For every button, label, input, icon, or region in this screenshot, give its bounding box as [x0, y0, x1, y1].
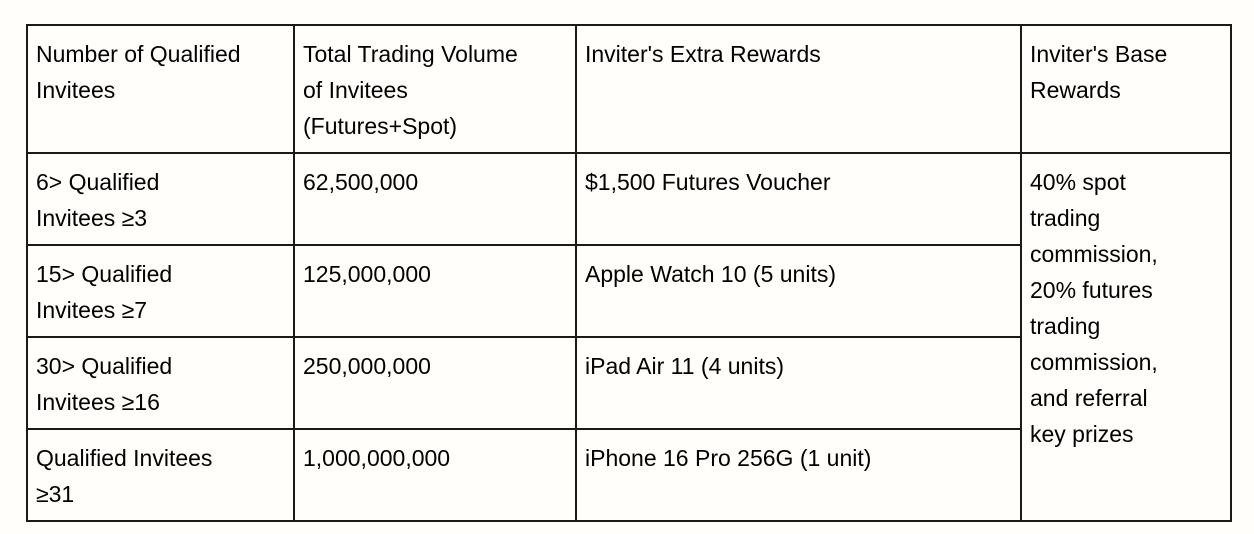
invitee-tier-cell: 6> Qualified Invitees ≥3 — [26, 152, 295, 246]
col-header-extra-rewards: Inviter's Extra Rewards — [575, 24, 1022, 154]
col-header-qualified-invitees: Number of Qualified Invitees — [26, 24, 295, 154]
extra-reward-cell: iPhone 16 Pro 256G (1 unit) — [575, 428, 1022, 522]
table-row: 30> Qualified Invitees ≥16 250,000,000 i… — [26, 336, 1231, 430]
col-header-base-rewards: Inviter's Base Rewards — [1020, 24, 1232, 154]
table-row: 6> Qualified Invitees ≥3 62,500,000 $1,5… — [26, 152, 1232, 522]
extra-reward-cell: Apple Watch 10 (5 units) — [575, 244, 1022, 338]
referral-rewards-table: Number of Qualified Invitees Total Tradi… — [26, 24, 1232, 522]
col-header-trading-volume: Total Trading Volume of Invitees (Future… — [293, 24, 577, 154]
invitee-tier-cell: 30> Qualified Invitees ≥16 — [26, 336, 295, 430]
table-row: Qualified Invitees ≥31 1,000,000,000 iPh… — [26, 428, 1231, 522]
trading-volume-cell: 62,500,000 — [293, 152, 577, 246]
base-rewards-cell: 40% spot trading commission, 20% futures… — [1020, 152, 1232, 522]
table-row: 15> Qualified Invitees ≥7 125,000,000 Ap… — [26, 244, 1231, 338]
invitee-tier-cell: 15> Qualified Invitees ≥7 — [26, 244, 295, 338]
extra-reward-cell: $1,500 Futures Voucher — [575, 152, 1022, 246]
trading-volume-cell: 1,000,000,000 — [293, 428, 577, 522]
invitee-tier-cell: Qualified Invitees ≥31 — [26, 428, 295, 522]
extra-reward-cell: iPad Air 11 (4 units) — [575, 336, 1022, 430]
table-header-row: Number of Qualified Invitees Total Tradi… — [26, 24, 1232, 154]
trading-volume-cell: 250,000,000 — [293, 336, 577, 430]
trading-volume-cell: 125,000,000 — [293, 244, 577, 338]
